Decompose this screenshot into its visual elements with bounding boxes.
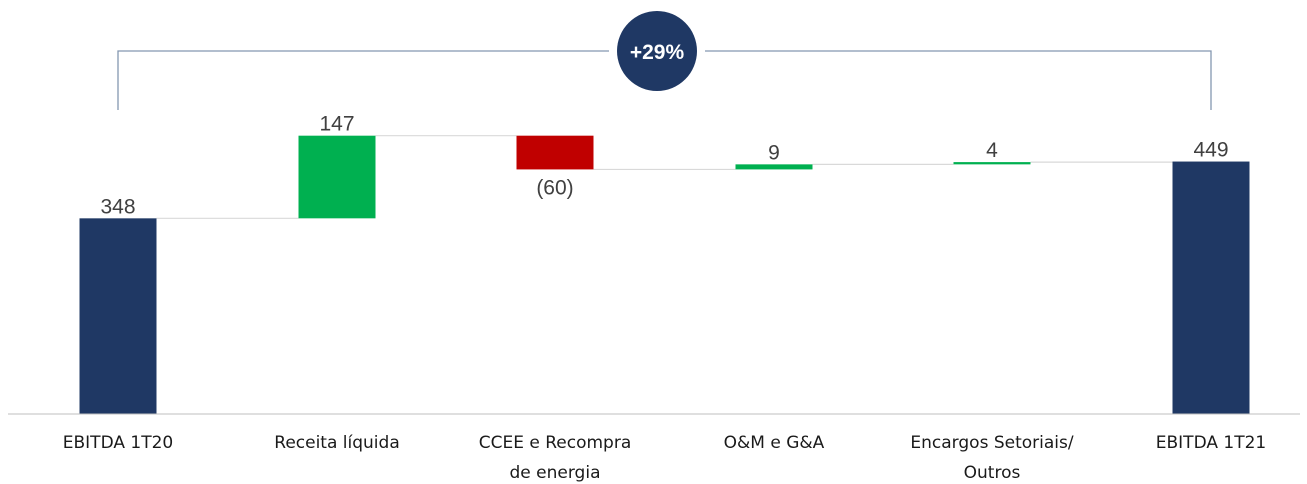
bar-1 <box>298 135 376 219</box>
category-label-line: Encargos Setoriais/ <box>910 433 1073 453</box>
category-labels: EBITDA 1T20 Receita líquida CCEE e Recompr… <box>63 433 1266 483</box>
growth-bracket <box>117 50 1212 110</box>
connector-lines <box>156 135 1173 219</box>
growth-badge <box>617 11 697 91</box>
category-label-5: EBITDA 1T21 <box>1156 433 1266 453</box>
category-label-line: EBITDA 1T20 <box>63 433 173 453</box>
category-label-2: CCEE e Recompra de energia <box>479 433 632 483</box>
category-label-0: EBITDA 1T20 <box>63 433 173 453</box>
value-labels: 348 147 (60) 9 4 449 <box>100 113 1228 219</box>
value-label-1: 147 <box>319 113 354 136</box>
category-label-line: Outros <box>964 463 1021 483</box>
growth-badge-label: +29% <box>630 41 685 64</box>
growth-annotation: +29% <box>117 11 1212 110</box>
category-label-3: O&M e G&A <box>724 433 825 453</box>
value-label-5: 449 <box>1193 139 1228 162</box>
category-label-line: Receita líquida <box>274 433 399 453</box>
category-label-line: O&M e G&A <box>724 433 825 453</box>
category-label-line: CCEE e Recompra <box>479 433 632 453</box>
category-label-line: EBITDA 1T21 <box>1156 433 1266 453</box>
value-label-2: (60) <box>536 176 573 199</box>
category-label-4: Encargos Setoriais/Outros <box>910 433 1073 483</box>
bars <box>79 135 1250 414</box>
value-label-0: 348 <box>100 195 135 218</box>
bar-5 <box>1172 161 1250 414</box>
bar-2 <box>516 135 594 170</box>
bar-3 <box>735 164 813 170</box>
value-label-3: 9 <box>768 141 780 164</box>
category-label-line: de energia <box>510 463 601 483</box>
category-label-1: Receita líquida <box>274 433 399 453</box>
value-label-4: 4 <box>986 139 998 162</box>
bar-0 <box>79 218 157 414</box>
bar-4 <box>953 162 1031 165</box>
